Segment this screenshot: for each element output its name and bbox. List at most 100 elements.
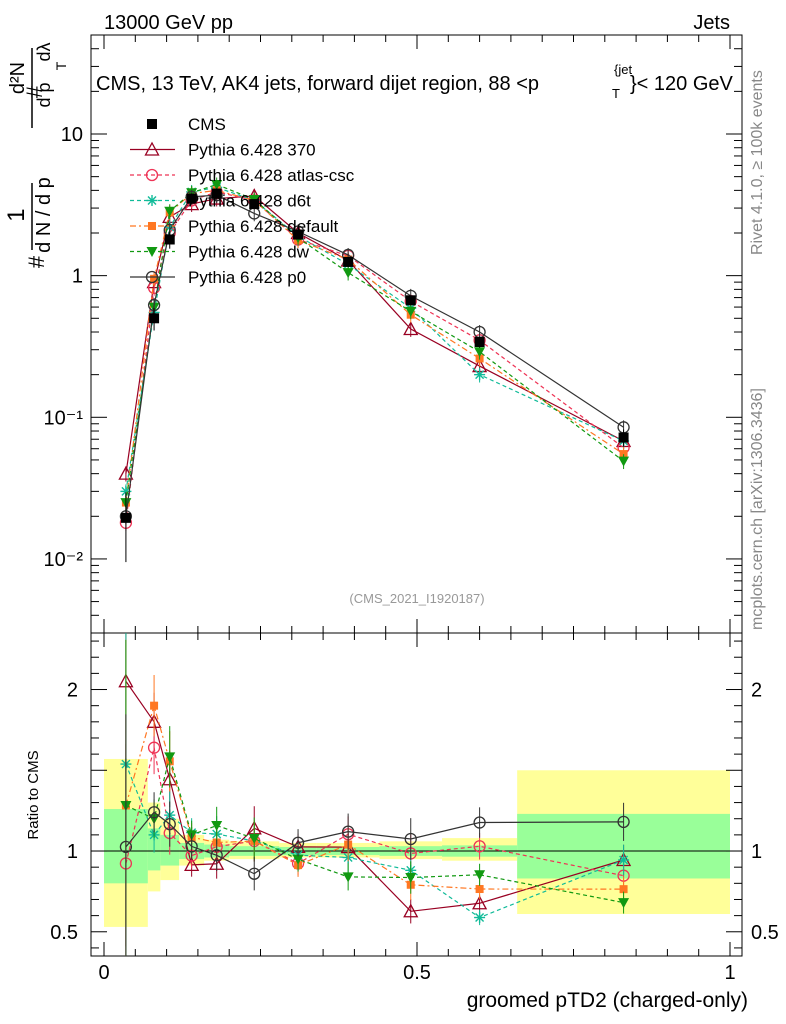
series-pythia-6-428-dw-point bbox=[618, 456, 630, 467]
series-pythia-6-428-dw-ratio-point bbox=[164, 752, 176, 763]
series-pythia-6-428-default-ratio-point bbox=[150, 701, 159, 710]
series-pythia-6-428-370-ratio-point bbox=[472, 895, 488, 910]
series-pythia-6-428-dw-point bbox=[405, 306, 417, 317]
series-pythia-6-428-p0-ratio-point bbox=[119, 840, 133, 854]
x-tick-label: 0.5 bbox=[403, 962, 431, 984]
cms-data-point bbox=[405, 295, 416, 306]
svg-text:d²N: d²N bbox=[7, 62, 29, 94]
cms-data-point bbox=[249, 199, 260, 210]
legend-pythia-6-428-p0-label: Pythia 6.428 p0 bbox=[188, 268, 306, 287]
series-pythia-6-428-default-point bbox=[150, 274, 159, 283]
ratio-tick-label-right: 1 bbox=[751, 841, 762, 863]
legend-pythia-6-428-default-marker bbox=[148, 222, 156, 230]
series-pythia-6-428-default-line bbox=[125, 189, 624, 503]
plot-title-sup: {jet bbox=[614, 62, 632, 77]
legend-marker-cms bbox=[147, 119, 157, 129]
marker-stroke bbox=[475, 370, 485, 380]
series-pythia-6-428-370-ratio-point bbox=[403, 903, 419, 918]
plot-title-main: CMS, 13 TeV, AK4 jets, forward dijet reg… bbox=[96, 73, 539, 95]
series-pythia-6-428-d6t-ratio-point bbox=[474, 912, 486, 924]
marker-stroke bbox=[147, 196, 157, 205]
series-pythia-6-428-dw-point bbox=[474, 347, 486, 358]
svg-text:T: T bbox=[53, 61, 69, 70]
series-pythia-6-428-370-ratio-point bbox=[184, 857, 200, 872]
legend-pythia-6-428-atlas-csc-label: Pythia 6.428 atlas-csc bbox=[188, 166, 355, 185]
cms-data-point bbox=[164, 234, 175, 245]
series-pythia-6-428-p0-ratio-point bbox=[404, 832, 417, 846]
x-axis-label: groomed pTD2 (charged-only) bbox=[467, 989, 748, 1012]
cms-data-point bbox=[343, 256, 354, 267]
series-pythia-6-428-dw-ratio-point bbox=[292, 854, 304, 865]
marker-stroke bbox=[121, 486, 131, 496]
svg-text:#: # bbox=[22, 85, 47, 98]
y-axis-label-top: # 1 d N / d p # d²N d p T dλ bbox=[3, 42, 69, 268]
y-tick-label: 1 bbox=[72, 266, 83, 288]
series-pythia-6-428-d6t-point bbox=[474, 369, 486, 381]
svg-text:d p: d p bbox=[34, 82, 54, 107]
series-pythia-6-428-dw-point bbox=[211, 180, 223, 191]
mcplots-label: mcplots.cern.ch [arXiv:1306.3436] bbox=[749, 388, 766, 630]
svg-text:dλ: dλ bbox=[34, 42, 54, 61]
series-pythia-6-428-p0-ratio-point bbox=[147, 806, 161, 819]
ratio-tick-label-right: 0.5 bbox=[751, 922, 779, 944]
x-tick-label: 0 bbox=[98, 962, 109, 984]
ratio-tick-label: 1 bbox=[67, 841, 78, 863]
cms-data-point bbox=[211, 188, 222, 199]
series-pythia-6-428-d6t-ratio-point bbox=[618, 854, 630, 866]
plot-title: CMS, 13 TeV, AK4 jets, forward dijet reg… bbox=[96, 62, 734, 101]
legend-label-cms: CMS bbox=[188, 115, 226, 134]
series-pythia-6-428-atlas-csc-line bbox=[125, 191, 624, 523]
legend-pythia-6-428-dw-label: Pythia 6.428 dw bbox=[188, 243, 310, 262]
process-label: Jets bbox=[693, 12, 730, 34]
y-axis-label-ratio: Ratio to CMS bbox=[25, 750, 42, 839]
cms-data-point bbox=[186, 193, 197, 204]
series-pythia-6-428-p0-ratio-point bbox=[291, 836, 305, 849]
marker-stroke bbox=[475, 913, 485, 923]
legend-pythia-6-428-dw-marker bbox=[146, 247, 158, 257]
series-pythia-6-428-p0-ratio-point bbox=[617, 815, 630, 829]
series-pythia-6-428-dw-ratio-point bbox=[211, 821, 223, 832]
series-pythia-6-428-dw-ratio-point bbox=[474, 870, 486, 881]
energy-label: 13000 GeV pp bbox=[104, 12, 233, 34]
legend-pythia-6-428-370-marker bbox=[144, 141, 160, 156]
series-pythia-6-428-dw-line bbox=[125, 183, 624, 503]
series-pythia-6-428-370-point bbox=[184, 196, 200, 211]
plot-title-tail: }< 120 GeV bbox=[630, 73, 734, 95]
y-tick-label: 10⁻¹ bbox=[44, 407, 84, 429]
series-pythia-6-428-370-point bbox=[403, 321, 419, 336]
legend-pythia-6-428-d6t-marker bbox=[146, 195, 158, 206]
series-pythia-6-428-dw-ratio-point bbox=[405, 873, 417, 884]
series-pythia-6-428-p0-ratio-point bbox=[185, 840, 198, 853]
analysis-id: (CMS_2021_I1920187) bbox=[349, 591, 484, 606]
series-pythia-6-428-atlas-csc-ratio-point bbox=[147, 741, 161, 754]
legend-pythia-6-428-atlas-csc-marker bbox=[145, 168, 159, 182]
svg-text:1: 1 bbox=[3, 208, 30, 221]
series-pythia-6-428-default-point bbox=[619, 450, 628, 459]
series-pythia-6-428-dw-point bbox=[164, 206, 176, 217]
cms-data-point bbox=[293, 229, 304, 240]
series-pythia-6-428-p0-ratio-point bbox=[341, 825, 355, 838]
series-pythia-6-428-p0-ratio-point bbox=[210, 849, 223, 862]
cms-data-point bbox=[120, 512, 131, 523]
y-tick-label: 10⁻² bbox=[44, 549, 84, 571]
series-pythia-6-428-p0-ratio-point bbox=[248, 867, 261, 880]
legend-pythia-6-428-370-label: Pythia 6.428 370 bbox=[188, 141, 316, 160]
y-tick-label: 10 bbox=[61, 124, 83, 146]
marker-stroke bbox=[619, 855, 629, 865]
series-pythia-6-428-dw-ratio-point bbox=[248, 833, 260, 844]
ratio-tick-label: 2 bbox=[67, 680, 78, 702]
cms-data-point bbox=[149, 313, 160, 324]
ratio-tick-label: 0.5 bbox=[50, 922, 78, 944]
svg-text:#: # bbox=[24, 255, 49, 268]
rivet-label: Rivet 4.1.0, ≥ 100k events bbox=[749, 70, 766, 255]
series-pythia-6-428-dw-ratio-point bbox=[618, 898, 630, 909]
plot-title-sub: T bbox=[612, 86, 620, 101]
series-pythia-6-428-p0-ratio-point bbox=[163, 817, 176, 831]
series-pythia-6-428-p0-ratio-point bbox=[473, 816, 486, 829]
series-pythia-6-428-370-line bbox=[125, 195, 624, 474]
series-pythia-6-428-dw-ratio-point bbox=[342, 872, 354, 883]
legend-pythia-6-428-d6t-label: Pythia 6.428 d6t bbox=[188, 192, 311, 211]
legend-pythia-6-428-p0-marker bbox=[145, 270, 159, 284]
x-tick-label: 1 bbox=[724, 962, 735, 984]
